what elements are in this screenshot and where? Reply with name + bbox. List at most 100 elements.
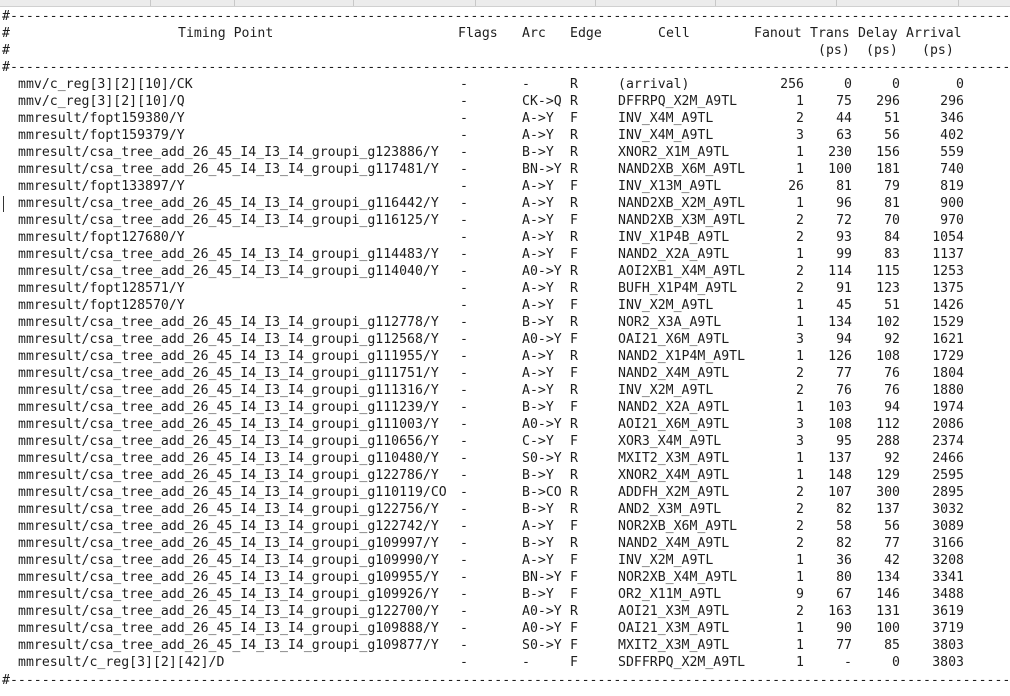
row-fanout: 3 xyxy=(796,128,804,143)
row-trans: 93 xyxy=(836,230,852,245)
row-flags: - xyxy=(460,587,468,602)
row-arc: A->Y xyxy=(522,298,554,313)
row-timing-point: mmresult/csa_tree_add_26_45_I4_I3_I4_gro… xyxy=(18,570,439,585)
row-fanout: 1 xyxy=(796,349,804,364)
row-flags: - xyxy=(460,196,468,211)
row-fanout: 2 xyxy=(796,264,804,279)
row-edge: F xyxy=(570,400,578,415)
row-trans: 230 xyxy=(828,145,852,160)
row-cell-name: NAND2XB_X3M_A9TL xyxy=(618,213,746,228)
row-fanout: 2 xyxy=(796,536,804,551)
row-arc: A0->Y xyxy=(522,332,562,347)
row-timing-point: mmresult/csa_tree_add_26_45_I4_I3_I4_gro… xyxy=(18,196,439,211)
row-arc: A->Y xyxy=(522,349,554,364)
row-arrival: 559 xyxy=(940,145,964,160)
row-trans: 67 xyxy=(836,587,852,602)
header-hash: # xyxy=(2,26,10,41)
row-arrival: 3166 xyxy=(932,536,964,551)
row-trans: 0 xyxy=(844,77,852,92)
row-delay: 181 xyxy=(876,162,900,177)
header-row-1: # Timing Point Flags Arc Edge Cell Fanou… xyxy=(2,25,1007,42)
row-trans: 82 xyxy=(836,536,852,551)
table-row: mmresult/csa_tree_add_26_45_I4_I3_I4_gro… xyxy=(2,450,1007,467)
row-delay: 76 xyxy=(884,383,900,398)
row-flags: - xyxy=(460,553,468,568)
row-trans: 108 xyxy=(828,417,852,432)
text-cursor xyxy=(3,196,4,212)
row-arc: B->Y xyxy=(522,536,554,551)
row-delay: 81 xyxy=(884,196,900,211)
row-timing-point: mmresult/csa_tree_add_26_45_I4_I3_I4_gro… xyxy=(18,213,439,228)
row-arc: BN->Y xyxy=(522,570,562,585)
row-arc: B->CO xyxy=(522,485,562,500)
row-edge: F xyxy=(570,366,578,381)
row-edge: F xyxy=(570,298,578,313)
separator-header: #---------------------------------------… xyxy=(2,60,1010,75)
row-arrival: 1974 xyxy=(932,400,964,415)
row-timing-point: mmv/c_reg[3][2][10]/Q xyxy=(18,94,185,109)
row-cell-name: NAND2_X1P4M_A9TL xyxy=(618,349,746,364)
row-trans: 95 xyxy=(836,434,852,449)
row-timing-point: mmv/c_reg[3][2][10]/CK xyxy=(18,77,193,92)
row-cell-name: NOR2_X3A_A9TL xyxy=(618,315,722,330)
row-cell-name: NAND2_X4M_A9TL xyxy=(618,366,730,381)
table-row: mmresult/c_reg[3][2][42]/D - - F SDFFRPQ_X2M… xyxy=(2,654,1007,671)
row-cell-name: MXIT2_X3M_A9TL xyxy=(618,638,730,653)
row-delay: 129 xyxy=(876,468,900,483)
row-fanout: 2 xyxy=(796,519,804,534)
row-delay: 296 xyxy=(876,94,900,109)
row-arrival: 1137 xyxy=(932,247,964,262)
table-row: mmresult/csa_tree_add_26_45_I4_I3_I4_gro… xyxy=(2,399,1007,416)
row-cell-name: MXIT2_X3M_A9TL xyxy=(618,451,730,466)
row-arc: A->Y xyxy=(522,383,554,398)
row-flags: - xyxy=(460,145,468,160)
table-row: mmresult/csa_tree_add_26_45_I4_I3_I4_gro… xyxy=(2,144,1007,161)
row-cell-name: NAND2_X2A_A9TL xyxy=(618,247,730,262)
row-delay: 137 xyxy=(876,502,900,517)
row-timing-point: mmresult/fopt133897/Y xyxy=(18,179,185,194)
row-delay: 123 xyxy=(876,281,900,296)
col-header-arc: Arc xyxy=(522,26,546,41)
row-edge: R xyxy=(570,145,578,160)
row-fanout: 2 xyxy=(796,111,804,126)
row-delay: 300 xyxy=(876,485,900,500)
row-cell-name: BUFH_X1P4M_A9TL xyxy=(618,281,738,296)
row-edge: R xyxy=(570,94,578,109)
row-timing-point: mmresult/csa_tree_add_26_45_I4_I3_I4_gro… xyxy=(18,434,439,449)
row-arc: A0->Y xyxy=(522,264,562,279)
row-edge: R xyxy=(570,468,578,483)
row-arrival: 970 xyxy=(940,213,964,228)
row-flags: - xyxy=(460,315,468,330)
row-fanout: 1 xyxy=(796,468,804,483)
row-cell-name: INV_X2M_A9TL xyxy=(618,298,714,313)
row-flags: - xyxy=(460,366,468,381)
row-fanout: 2 xyxy=(796,604,804,619)
row-fanout: 1 xyxy=(796,247,804,262)
row-trans: 91 xyxy=(836,281,852,296)
row-delay: 77 xyxy=(884,536,900,551)
row-flags: - xyxy=(460,434,468,449)
row-edge: R xyxy=(570,230,578,245)
row-arrival: 3803 xyxy=(932,655,964,670)
row-cell-name: NOR2XB_X4M_A9TL xyxy=(618,570,738,585)
row-arc: A0->Y xyxy=(522,621,562,636)
row-cell-name: AOI2XB1_X4M_A9TL xyxy=(618,264,746,279)
row-trans: 114 xyxy=(828,264,852,279)
row-arc: B->Y xyxy=(522,468,554,483)
row-flags: - xyxy=(460,536,468,551)
delay-unit-label: (ps) xyxy=(866,43,898,58)
row-cell-name: AOI21_X6M_A9TL xyxy=(618,417,730,432)
row-trans: 63 xyxy=(836,128,852,143)
row-timing-point: mmresult/csa_tree_add_26_45_I4_I3_I4_gro… xyxy=(18,264,439,279)
row-flags: - xyxy=(460,502,468,517)
table-row: mmresult/csa_tree_add_26_45_I4_I3_I4_gro… xyxy=(2,246,1007,263)
row-cell-name: NAND2XB_X6M_A9TL xyxy=(618,162,746,177)
row-timing-point: mmresult/csa_tree_add_26_45_I4_I3_I4_gro… xyxy=(18,247,439,262)
row-flags: - xyxy=(460,162,468,177)
separator-top: #---------------------------------------… xyxy=(2,9,1010,24)
row-delay: 0 xyxy=(892,77,900,92)
row-edge: R xyxy=(570,315,578,330)
row-delay: 51 xyxy=(884,298,900,313)
row-cell-name: XNOR2_X1M_A9TL xyxy=(618,145,730,160)
row-arrival: 1729 xyxy=(932,349,964,364)
